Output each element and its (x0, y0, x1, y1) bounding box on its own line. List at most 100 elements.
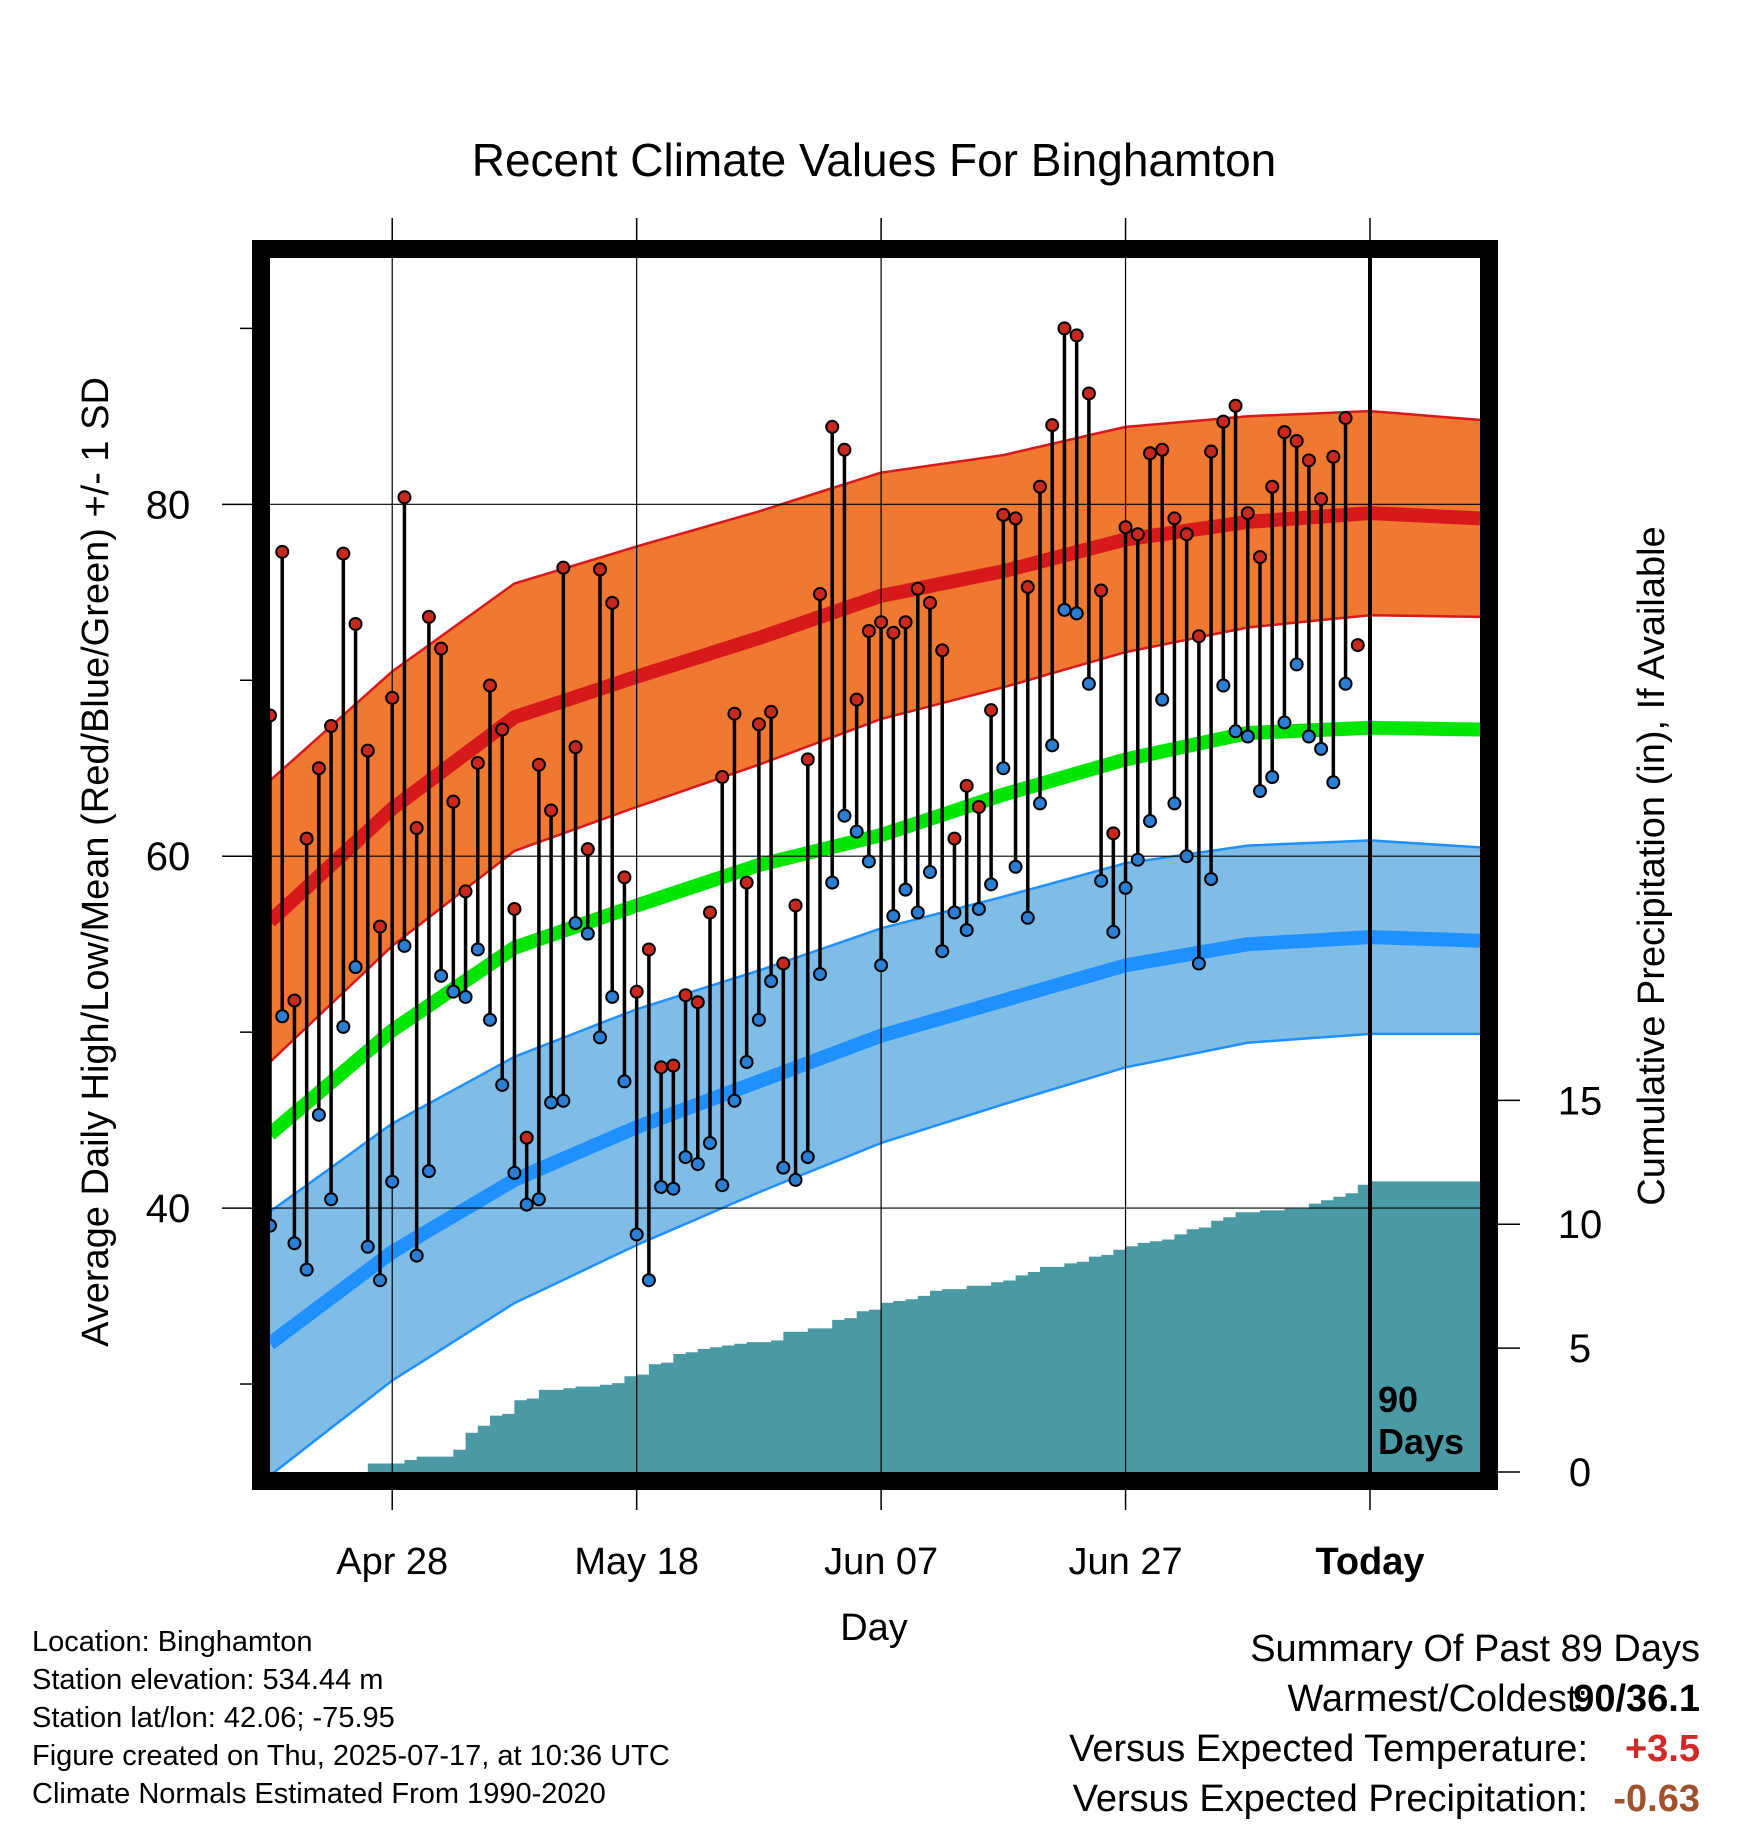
high-point (715, 770, 730, 785)
high-point (1057, 321, 1072, 336)
low-point (837, 808, 852, 823)
low-point (1143, 814, 1157, 829)
low-point (470, 942, 485, 957)
high-point (935, 643, 950, 658)
high-point (1118, 520, 1133, 535)
high-point (654, 1060, 669, 1075)
low-point (1228, 724, 1243, 739)
high-point (434, 641, 449, 656)
low-point (996, 761, 1011, 776)
high-point (605, 595, 620, 610)
low-point (568, 916, 583, 931)
y-tick-label: 60 (146, 835, 191, 879)
low-point (849, 824, 864, 839)
low-point (825, 875, 840, 890)
high-point (446, 794, 461, 809)
low-point (434, 968, 449, 983)
low-point (373, 1273, 387, 1288)
created-text: Figure created on Thu, 2025-07-17, at 10… (32, 1740, 670, 1772)
low-point (1301, 729, 1316, 744)
high-point (519, 1130, 534, 1145)
low-point (1240, 729, 1255, 744)
high-point (739, 875, 754, 890)
high-point (287, 993, 302, 1008)
summary-temp: Versus Expected Temperature: +3.5 (0, 1728, 1748, 1774)
low-point (1081, 676, 1096, 691)
high-point (1130, 527, 1145, 542)
normals-text: Climate Normals Estimated From 1990-2020 (32, 1778, 606, 1810)
high-point (874, 615, 889, 630)
low-point (483, 1012, 497, 1027)
y2-tick-label: 0 (1569, 1451, 1591, 1495)
today-days-label: 90 (1378, 1379, 1418, 1420)
low-point (1130, 852, 1145, 867)
high-point (1314, 492, 1329, 507)
high-point (678, 988, 693, 1003)
summary-precip: Versus Expected Precipitation: -0.63 (0, 1778, 1748, 1824)
low-point (910, 905, 925, 920)
high-point (556, 560, 571, 575)
low-point (1106, 924, 1121, 939)
high-point (1155, 442, 1170, 457)
low-point (348, 960, 363, 975)
high-point (849, 692, 864, 707)
high-point (1216, 414, 1231, 429)
high-point (959, 778, 974, 793)
high-point (1045, 418, 1060, 433)
high-point (837, 442, 852, 457)
low-point (593, 1030, 607, 1045)
low-point (874, 958, 889, 973)
high-point (348, 616, 363, 631)
low-point (800, 1150, 815, 1165)
low-point (270, 1218, 277, 1233)
low-point (1045, 738, 1060, 753)
low-point (1155, 692, 1170, 707)
low-point (1008, 859, 1023, 874)
low-point (1216, 678, 1231, 693)
high-point (324, 719, 339, 734)
high-point (764, 704, 779, 719)
high-point (776, 956, 791, 971)
high-point (507, 901, 522, 916)
high-point (1326, 449, 1341, 464)
high-point (861, 623, 876, 638)
low-point (1069, 606, 1084, 621)
high-point (617, 870, 632, 885)
high-point (1277, 425, 1292, 440)
low-point (898, 882, 913, 897)
low-point (336, 1019, 351, 1034)
low-point (324, 1192, 339, 1207)
high-point (1179, 527, 1194, 542)
high-point (373, 919, 387, 934)
high-point (409, 821, 424, 836)
high-sd-band (270, 411, 1480, 1063)
high-point (1094, 583, 1109, 598)
low-point (1057, 602, 1072, 617)
low-point (654, 1179, 669, 1194)
high-point (886, 625, 901, 640)
x-tick-label: Apr 28 (336, 1541, 448, 1583)
high-point (947, 831, 962, 846)
low-point (617, 1074, 632, 1089)
high-point (299, 831, 314, 846)
high-point (1350, 638, 1365, 653)
low-point (1338, 676, 1353, 691)
summary-title: Summary Of Past 89 Days (1250, 1628, 1700, 1670)
low-point (397, 938, 412, 953)
high-point (1020, 580, 1035, 595)
low-point (1020, 910, 1035, 925)
high-point (470, 755, 485, 770)
y-tick-label: 40 (146, 1187, 191, 1231)
high-point (1167, 511, 1182, 526)
low-point (641, 1273, 656, 1288)
low-point (360, 1239, 375, 1254)
precipitation-area (270, 1178, 1480, 1472)
high-point (1228, 398, 1243, 413)
low-point (1204, 872, 1219, 887)
low-point (409, 1248, 424, 1263)
low-point (507, 1165, 522, 1180)
high-point (1338, 411, 1353, 426)
low-point (629, 1227, 644, 1242)
